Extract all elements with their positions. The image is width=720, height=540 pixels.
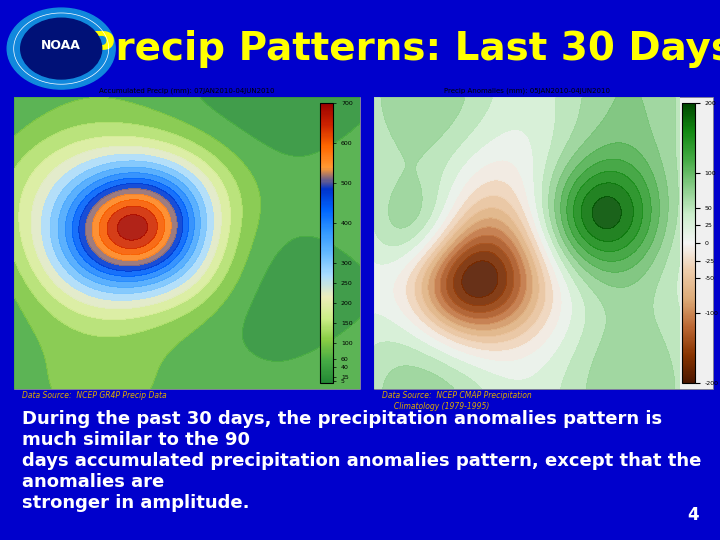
Circle shape [7, 8, 115, 89]
Text: NOAA: NOAA [41, 39, 81, 52]
Text: 4: 4 [687, 506, 698, 524]
Text: Precip Anomalies (mm): 05JAN2010-04JUN2010: Precip Anomalies (mm): 05JAN2010-04JUN20… [444, 88, 611, 94]
Text: Data Source:  NCEP GR4P Precip Data: Data Source: NCEP GR4P Precip Data [22, 392, 166, 401]
Text: Data Source:  NCEP CMAP Precipitation
     Climatology (1979-1995): Data Source: NCEP CMAP Precipitation Cli… [382, 392, 531, 411]
FancyBboxPatch shape [374, 97, 713, 389]
Text: Precip Patterns: Last 30 Days: Precip Patterns: Last 30 Days [87, 30, 720, 68]
Circle shape [21, 18, 102, 79]
Text: During the past 30 days, the precipitation anomalies pattern is much similar to : During the past 30 days, the precipitati… [22, 410, 701, 511]
FancyBboxPatch shape [14, 97, 360, 389]
Text: Accumulated Precip (mm): 07JAN2010-04JUN2010: Accumulated Precip (mm): 07JAN2010-04JUN… [99, 88, 275, 94]
